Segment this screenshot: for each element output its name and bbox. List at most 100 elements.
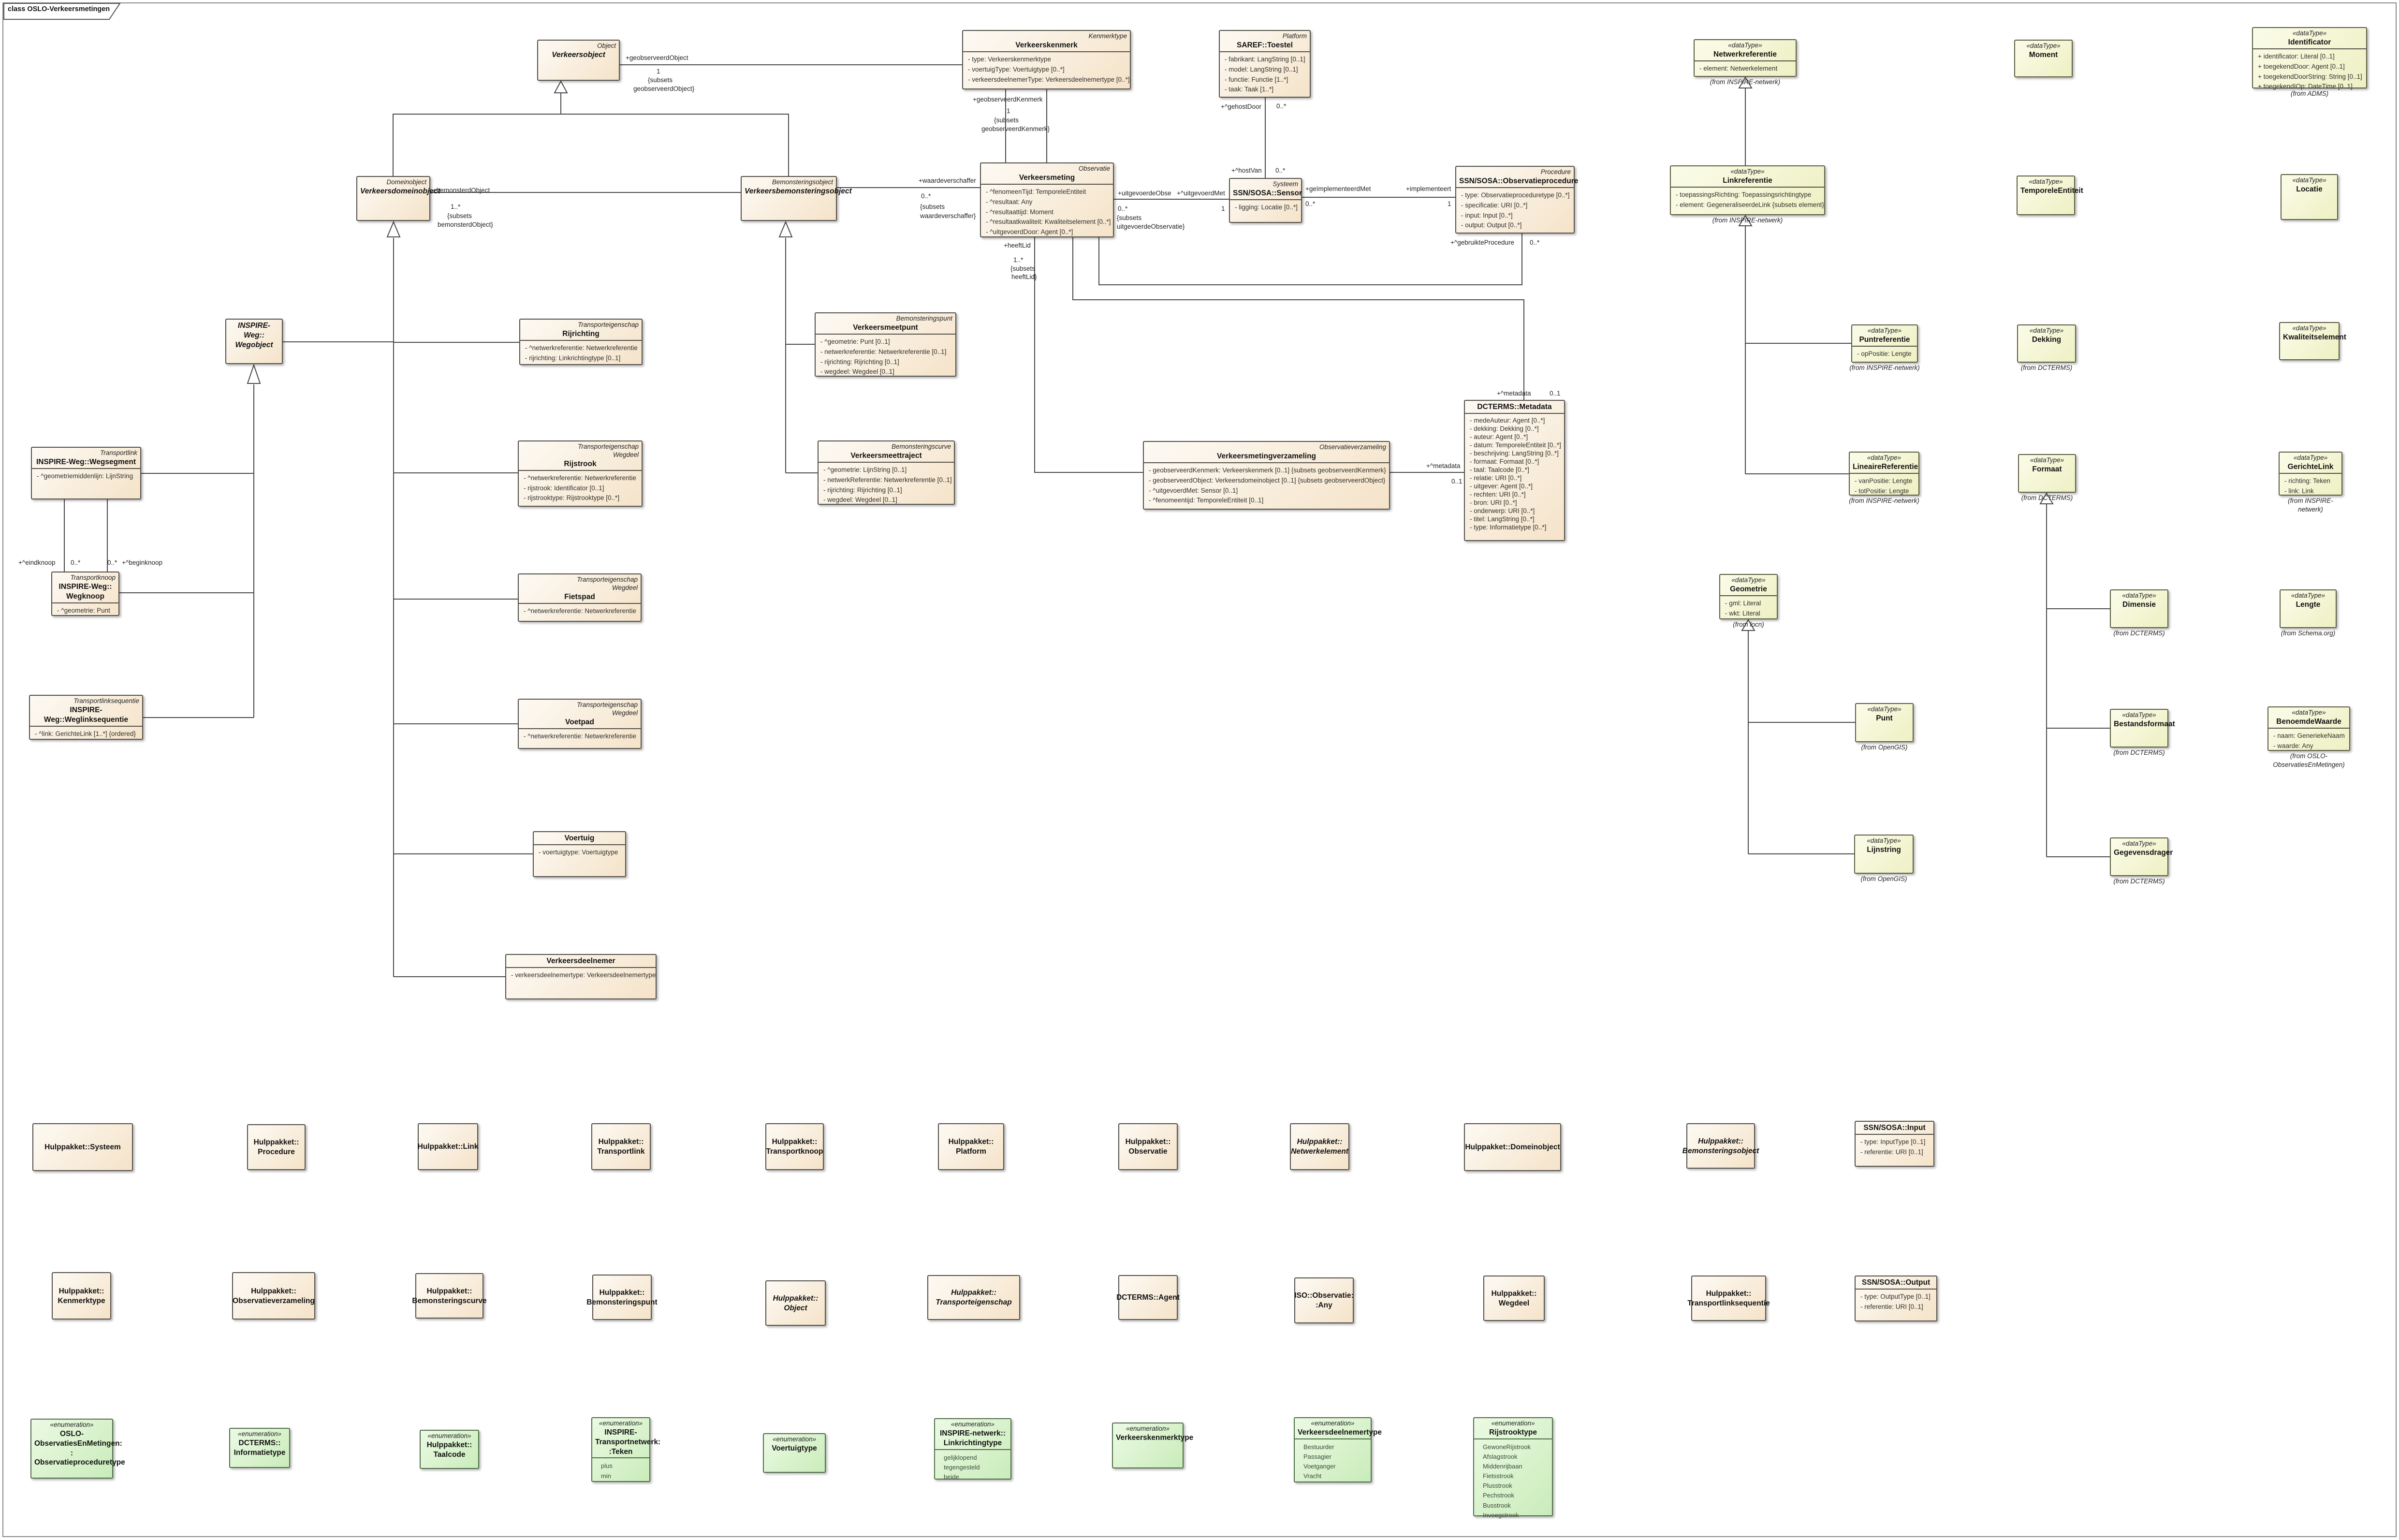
datatype-box-geometrie[interactable]: «dataType» Geometrie - gml: Literal - wkt: … — [1719, 574, 1778, 628]
class-box-verkeerskenmerk[interactable]: Kenmerktype Verkeerskenmerk - type: Verkee… — [962, 30, 1131, 89]
class-box-ssn-sosa-input[interactable]: SSN/SOSA::Input - type: InputType [0..1] -… — [1855, 1121, 1934, 1167]
stereotype-label: «dataType» — [1867, 705, 1902, 713]
node-title: BenoemdeWaarde — [2276, 717, 2341, 726]
datatype-box-lengte[interactable]: «dataType» Lengte (from Schema.org) — [2280, 589, 2337, 637]
from-package-note-line: (from INSPIRE-netwerk) — [1710, 78, 1781, 86]
node-header: Bemonsteringspunt Verkeersmeetpunt — [816, 313, 955, 334]
package-box-hulppakket-bemonsteringscurve[interactable]: Hulppakket:: Bemonsteringscurve — [412, 1273, 487, 1319]
package-box-hulppakket-bemonsteringspunt[interactable]: Hulppakket:: Bemonsteringspunt — [586, 1275, 658, 1320]
class-box-ssn-sosa-sensor[interactable]: Systeem SSN/SOSA::Sensor - ligging: Locati… — [1229, 178, 1302, 223]
node-header: «enumeration» Verkeerskenmerktype — [1113, 1423, 1193, 1444]
package-box-hulppakket-wegdeel[interactable]: Hulppakket:: Wegdeel — [1483, 1276, 1545, 1321]
datatype-box-lineaire-referentie[interactable]: «dataType» LineaireReferentie - vanPositie… — [1849, 452, 1919, 504]
package-box-iso-observatie-any[interactable]: ISO::Observatie::Any — [1294, 1277, 1354, 1323]
edge-label: geobserveerdObject} — [633, 85, 695, 92]
package-box-dcterms-agent[interactable]: DCTERMS::Agent — [1116, 1275, 1180, 1320]
class-box-voetpad[interactable]: Transporteigenschap Wegdeel Voetpad - ^netw… — [518, 699, 642, 749]
class-box-ssn-sosa-output[interactable]: SSN/SOSA::Output - type: OutputType [0..1… — [1855, 1276, 1937, 1321]
datatype-box-puntreferentie[interactable]: «dataType» Puntreferentie - opPositie: Len… — [1849, 324, 1920, 371]
enum-box-enum-rijstrooktype[interactable]: «enumeration» Rijstrooktype GewoneRijstroo… — [1473, 1417, 1553, 1519]
package-box-hulppakket-domeinobject[interactable]: Hulppakket::Domeinobject — [1464, 1123, 1561, 1171]
datatype-box-punt[interactable]: «dataType» Punt (from OpenGIS) — [1855, 703, 1914, 751]
class-box-inspire-weg-wegknoop[interactable]: Transportknoop INSPIRE-Weg:: Wegknoop - ^ge… — [51, 572, 119, 616]
enum-box-enum-verkeersdeelnemertype[interactable]: «enumeration» Verkeersdeelnemertype Bestuu… — [1294, 1417, 1382, 1482]
edge-label: 0..1 — [1550, 390, 1561, 397]
node-header: Bemonsteringsobject Verkeersbemonsterings… — [742, 177, 852, 197]
class-box-inspire-weg-wegsegment[interactable]: Transportlink INSPIRE-Weg::Wegsegment - ^g… — [31, 447, 141, 499]
datatype-box-dimensie[interactable]: «dataType» Dimensie (from DCTERMS) — [2110, 589, 2168, 637]
node-title: DCTERMS::Metadata — [1477, 403, 1552, 411]
package-box-hulppakket-object[interactable]: Hulppakket:: Object — [765, 1280, 826, 1326]
datatype-box-kwaliteitselement[interactable]: «dataType» Kwaliteitselement — [2279, 322, 2346, 360]
enum-box-enum-teken[interactable]: «enumeration» INSPIRE- Transportnetwerk::T… — [591, 1417, 661, 1482]
node-title: INSPIRE-Weg::Weglinksequentie — [44, 705, 129, 724]
package-box-hulppakket-procedure[interactable]: Hulppakket:: Procedure — [247, 1124, 306, 1170]
class-box-inspire-weg-wegobject[interactable]: INSPIRE-Weg:: Wegobject — [225, 319, 283, 364]
enum-box-enum-informatietype[interactable]: «enumeration» DCTERMS:: Informatietype — [229, 1428, 290, 1468]
datatype-box-locatie[interactable]: «dataType» Locatie — [2281, 174, 2338, 220]
datatype-box-formaat[interactable]: «dataType» Formaat (from DCTERMS) — [2018, 454, 2076, 501]
package-box-hulppakket-kenmerktype[interactable]: Hulppakket:: Kenmerktype — [52, 1272, 111, 1320]
datatype-box-bestandsformaat[interactable]: «dataType» Bestandsformaat (from DCTERMS) — [2110, 709, 2175, 756]
enum-box-enum-verkeerskenmerktype[interactable]: «enumeration» Verkeerskenmerktype — [1112, 1423, 1193, 1468]
datatype-box-temporele-entiteit[interactable]: «dataType» TemporeleEntiteit — [2017, 176, 2083, 215]
class-box-verkeersdeelnemer[interactable]: Verkeersdeelnemer - verkeersdeelnemertype… — [505, 954, 657, 999]
package-box-hulppakket-transporteigenschap[interactable]: Hulppakket:: Transporteigenschap — [927, 1275, 1020, 1320]
datatype-box-gegevensdrager[interactable]: «dataType» Gegevensdrager (from DCTERMS) — [2110, 837, 2173, 885]
attributes-compartment: - voertuigtype: Voertuigtype — [534, 844, 625, 876]
class-box-inspire-weg-weglinksequentie[interactable]: Transportlinksequentie INSPIRE-Weg::Wegli… — [29, 695, 143, 740]
package-box-hulppakket-bemonsteringsobject[interactable]: Hulppakket:: Bemonsteringsobject — [1682, 1123, 1759, 1169]
package-box-hulppakket-systeem[interactable]: Hulppakket::Systeem — [32, 1123, 133, 1171]
package-box-hulppakket-transportlink[interactable]: Hulppakket:: Transportlink — [591, 1123, 651, 1170]
datatype-box-gerichtelink[interactable]: «dataType» GerichteLink - richting: Teken -… — [2279, 452, 2342, 513]
class-box-verkeersmetingverzameling[interactable]: Observatieverzameling Verkeersmetingverza… — [1143, 441, 1390, 510]
node-title: Hulppakket:: — [1706, 1289, 1752, 1298]
datatype-box-moment[interactable]: «dataType» Moment — [2014, 40, 2073, 77]
enum-box-enum-voertuigtype[interactable]: «enumeration» Voertuigtype — [763, 1433, 826, 1473]
edge-label: +^hostVan — [1231, 167, 1262, 174]
class-box-verkeersmeetpunt[interactable]: Bemonsteringspunt Verkeersmeetpunt - ^geom… — [815, 312, 956, 377]
class-box-rijstrook[interactable]: Transporteigenschap Wegdeel Rijstrook - ^ne… — [518, 440, 643, 507]
node-title: Kenmerktype — [58, 1296, 105, 1305]
class-box-verkeersmeettraject[interactable]: Bemonsteringscurve Verkeersmeettraject - ^… — [818, 440, 955, 505]
node-title: Wegobject — [235, 340, 273, 349]
node-title: Gegevensdrager — [2114, 848, 2173, 857]
from-package-note: (from locn) — [1701, 620, 1796, 629]
class-box-voertuig[interactable]: Voertuig - voertuigtype: Voertuigtype — [533, 831, 626, 877]
class-box-verkeersmeting[interactable]: Observatie Verkeersmeting - ^fenomeenTijd:… — [980, 162, 1114, 237]
package-box-hulppakket-transportknoop[interactable]: Hulppakket:: Transportknoop — [765, 1123, 824, 1170]
enum-value: Voetganger — [1303, 1462, 1336, 1470]
package-box-hulppakket-platform[interactable]: Hulppakket:: Platform — [938, 1123, 1004, 1170]
class-box-dcterms-metadata[interactable]: DCTERMS::Metadata - medeAuteur: Agent [0.… — [1464, 400, 1565, 541]
enum-box-enum-taalcode[interactable]: «enumeration» Hulppakket:: Taalcode — [420, 1430, 479, 1469]
enum-box-enum-observatieproceduretype[interactable]: «enumeration» OSLO- ObservatiesEnMetingen:… — [30, 1419, 125, 1479]
datatype-box-identificator[interactable]: «dataType» Identificator + identificator: … — [2252, 27, 2367, 97]
package-box-hulppakket-observatie[interactable]: Hulppakket:: Observatie — [1118, 1123, 1178, 1170]
class-box-verkeersdomeinobject[interactable]: Domeinobject Verkeersdomeinobject — [356, 176, 440, 221]
stereotype-label: «enumeration» — [951, 1421, 995, 1428]
datatype-box-netwerkreferentie[interactable]: «dataType» Netwerkreferentie - element: Ne… — [1694, 39, 1797, 86]
package-box-hulppakket-link[interactable]: Hulppakket::Link — [418, 1123, 478, 1170]
package-box-hulppakket-observatieverzameling[interactable]: Hulppakket:: Observatieverzameling — [232, 1272, 315, 1320]
datatype-box-dekking[interactable]: «dataType» Dekking (from DCTERMS) — [2017, 324, 2076, 371]
enum-box-enum-linkrichtingtype[interactable]: «enumeration» INSPIRE-netwerk:: Linkrichti… — [934, 1418, 1011, 1481]
package-box-hulppakket-transportlinksequentie[interactable]: Hulppakket:: Transportlinksequentie — [1687, 1276, 1770, 1321]
enum-value: beide — [944, 1473, 959, 1481]
from-package-note: (from INSPIRE-netwerk) — [2260, 497, 2361, 513]
datatype-box-lijnstring[interactable]: «dataType» Lijnstring (from OpenGIS) — [1854, 835, 1914, 882]
node-title: Transportlink — [597, 1147, 645, 1156]
class-box-verkeersbemonsteringsobject[interactable]: Bemonsteringsobject Verkeersbemonsterings… — [741, 176, 852, 221]
attributes-compartment: - ^netwerkreferentie: Netwerkreferentie — [519, 728, 641, 748]
node-title: Transportnetwerk: — [595, 1437, 661, 1446]
node-header: Bemonsteringscurve Verkeersmeettraject — [819, 441, 954, 462]
node-title: Verkeersmetingverzameling — [1216, 452, 1317, 460]
datatype-box-benoemde-waarde[interactable]: «dataType» BenoemdeWaarde - naam: Generiek… — [2267, 706, 2350, 768]
class-box-rijrichting[interactable]: Transporteigenschap Rijrichting - ^netwerk… — [519, 319, 643, 365]
class-box-ssn-sosa-observatieprocedure[interactable]: Procedure SSN/SOSA::Observatieprocedure - … — [1455, 166, 1578, 234]
class-box-fietspad[interactable]: Transporteigenschap Wegdeel Fietspad - ^net… — [518, 573, 642, 622]
class-box-verkeersobject[interactable]: Object Verkeersobject — [537, 40, 620, 81]
node-title: Geometrie — [1730, 585, 1767, 593]
package-box-hulppakket-netwerkelement[interactable]: Hulppakket:: Netwerkelement — [1290, 1123, 1349, 1170]
datatype-box-linkreferentie[interactable]: «dataType» Linkreferentie - toepassingsRic… — [1670, 165, 1825, 224]
class-box-saref-toestel[interactable]: Platform SAREF::Toestel - fabrikant: LangS… — [1219, 30, 1311, 98]
